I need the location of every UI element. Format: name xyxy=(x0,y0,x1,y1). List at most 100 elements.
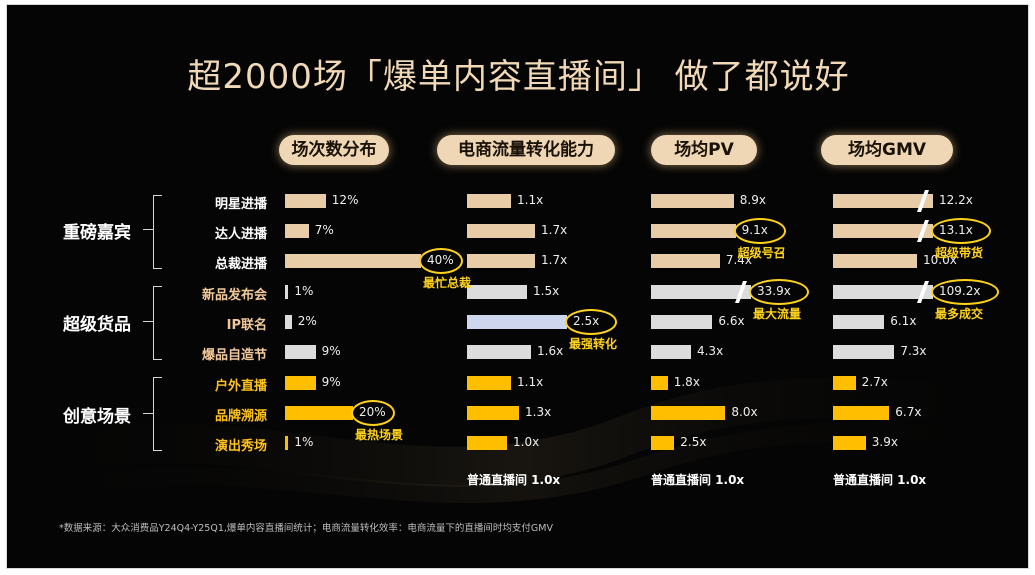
group-bracket-tick-2 xyxy=(143,413,153,414)
bar xyxy=(651,436,675,450)
bar xyxy=(467,376,511,390)
value-label: 3.9x xyxy=(871,435,898,449)
bar xyxy=(651,194,734,208)
column-header-2: 场均PV xyxy=(651,135,757,165)
bar xyxy=(467,436,507,450)
value-label: 1.8x xyxy=(673,375,700,389)
bar xyxy=(651,285,751,299)
baseline-label-0: 普通直播间 1.0x xyxy=(467,473,561,487)
annotation-circle xyxy=(565,309,617,335)
group-label-1: 超级货品 xyxy=(63,315,131,335)
value-label: 1.0x xyxy=(513,435,540,449)
bar xyxy=(285,254,421,268)
annotation-circle xyxy=(749,279,809,305)
value-label: 2.5x xyxy=(680,435,707,449)
bar xyxy=(285,194,326,208)
column-header-0: 场次数分布 xyxy=(279,135,389,165)
bar xyxy=(285,285,289,299)
group-bracket-2 xyxy=(153,377,162,451)
value-label: 1.7x xyxy=(541,223,568,237)
page-title: 超2000场「爆单内容直播间」 做了都说好 xyxy=(187,57,850,97)
annotation-label-1: 最热场景 xyxy=(355,428,404,442)
group-bracket-tick-1 xyxy=(143,321,153,322)
value-label: 2.7x xyxy=(861,375,888,389)
annotation-circle xyxy=(733,218,786,244)
group-label-2: 创意场景 xyxy=(63,407,131,427)
value-label: 1% xyxy=(294,435,314,449)
bar xyxy=(467,406,519,420)
bar xyxy=(833,436,866,450)
value-label: 8.0x xyxy=(731,405,758,419)
bar xyxy=(285,345,316,359)
value-label: 6.6x xyxy=(718,314,745,328)
annotation-label-6: 最多成交 xyxy=(935,307,984,321)
bar xyxy=(651,224,736,238)
bar xyxy=(467,345,531,359)
bar xyxy=(651,345,691,359)
column-header-3: 场均GMV xyxy=(821,135,953,165)
annotation-circle xyxy=(351,400,395,426)
bar xyxy=(285,406,353,420)
value-label: 9% xyxy=(321,375,341,389)
group-bracket-1 xyxy=(153,286,162,360)
annotation-label-3: 超级号召 xyxy=(737,246,786,260)
value-label: 1.3x xyxy=(525,405,552,419)
bar xyxy=(285,436,289,450)
value-label: 4.3x xyxy=(696,344,724,358)
value-label: 1.7x xyxy=(541,253,568,267)
group-bracket-0 xyxy=(153,195,162,269)
bar xyxy=(467,224,535,238)
baseline-label-2: 普通直播间 1.0x xyxy=(833,473,927,487)
value-label: 12% xyxy=(331,193,359,207)
annotation-label-2: 最强转化 xyxy=(569,337,618,351)
baseline-label-1: 普通直播间 1.0x xyxy=(651,473,745,487)
value-label: 1.6x xyxy=(537,344,564,358)
bar xyxy=(467,315,567,329)
value-label: 1.1x xyxy=(517,193,544,207)
row-label: 达人进播 xyxy=(214,227,267,242)
value-label: 7.3x xyxy=(900,344,927,358)
background-wave xyxy=(7,365,1028,514)
column-header-1: 电商流量转化能力 xyxy=(437,135,615,165)
bar xyxy=(285,224,309,238)
bar xyxy=(833,194,933,208)
value-label: 1.5x xyxy=(533,284,560,298)
bar xyxy=(467,194,511,208)
value-label: 1.1x xyxy=(517,375,544,389)
bar xyxy=(467,285,527,299)
bar xyxy=(285,315,292,329)
annotation-label-4: 最大流量 xyxy=(753,307,802,321)
bar xyxy=(833,345,895,359)
value-label: 7% xyxy=(314,223,334,237)
annotation-circle xyxy=(931,279,999,305)
value-label: 6.7x xyxy=(895,405,922,419)
row-label: 爆品自造节 xyxy=(201,348,267,363)
bar xyxy=(467,254,535,268)
row-label: 户外直播 xyxy=(214,379,267,394)
group-bracket-tick-0 xyxy=(143,229,153,230)
bar xyxy=(651,315,713,329)
bar xyxy=(651,254,720,268)
bar xyxy=(833,285,933,299)
annotation-label-5: 超级带货 xyxy=(935,246,984,260)
value-label: 10.0x xyxy=(923,253,957,267)
value-label: 2% xyxy=(297,314,317,328)
row-label: 品牌溯源 xyxy=(214,409,267,424)
group-label-0: 重磅嘉宾 xyxy=(63,223,131,243)
value-label: 1% xyxy=(294,284,314,298)
annotation-circle xyxy=(931,218,991,244)
value-label: 6.1x xyxy=(890,314,917,328)
row-label: 总裁进播 xyxy=(214,257,267,272)
bar xyxy=(833,406,890,420)
bar xyxy=(833,224,933,238)
row-label: 新品发布会 xyxy=(201,288,267,303)
row-label: IP联名 xyxy=(226,318,267,333)
row-label: 演出秀场 xyxy=(214,439,267,454)
annotation-circle xyxy=(419,248,463,274)
bar xyxy=(833,376,856,390)
row-label: 明星进播 xyxy=(214,197,267,212)
bar xyxy=(833,315,885,329)
bar xyxy=(651,376,668,390)
value-label: 12.2x xyxy=(939,193,973,207)
bar xyxy=(285,376,316,390)
